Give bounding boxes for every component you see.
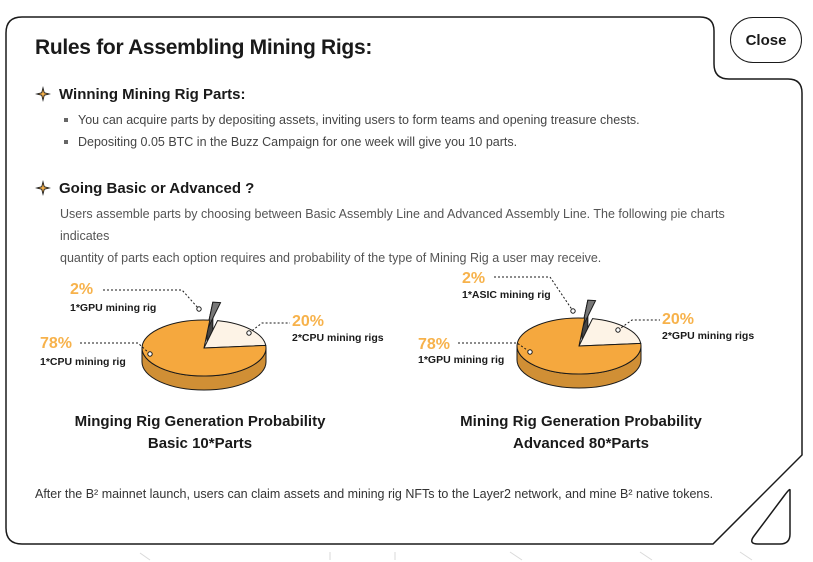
pie-advanced-pct-light: 20% bbox=[662, 311, 695, 328]
bottom-decoration-lines bbox=[139, 551, 753, 561]
pie-chart-advanced bbox=[516, 299, 642, 389]
pie-advanced-pct-small: 2% bbox=[462, 270, 486, 287]
pie-slice-2 bbox=[581, 299, 597, 329]
sparkle-icon bbox=[35, 86, 51, 102]
section-title-basic-advanced: Going Basic or Advanced ? bbox=[59, 180, 255, 197]
pie-advanced-pct-main: 78% bbox=[418, 336, 451, 353]
pie-basic-caption: Minging Rig Generation Probability Basic… bbox=[50, 411, 350, 455]
footer-note: After the B² mainnet launch, users can c… bbox=[35, 487, 714, 501]
caption-line: Mining Rig Generation Probability bbox=[460, 413, 702, 430]
pie-basic-pct-main: 78% bbox=[40, 335, 73, 352]
pie-basic-pct-small: 2% bbox=[70, 281, 94, 298]
section-description: Users assemble parts by choosing between… bbox=[60, 203, 775, 269]
parts-bullet-list: You can acquire parts by depositing asse… bbox=[64, 109, 640, 153]
description-line: quantity of parts each option requires a… bbox=[60, 251, 602, 265]
close-button[interactable]: Close bbox=[730, 17, 802, 63]
section-title-parts: Winning Mining Rig Parts: bbox=[59, 86, 246, 103]
sparkle-icon bbox=[35, 180, 51, 196]
pie-advanced-label-main: 1*GPU mining rig bbox=[418, 354, 505, 366]
description-line: Users assemble parts by choosing between… bbox=[60, 207, 725, 243]
pie-chart-basic bbox=[141, 301, 267, 391]
caption-line: Advanced 80*Parts bbox=[513, 435, 649, 452]
caption-line: Basic 10*Parts bbox=[147, 435, 253, 452]
pie-advanced-label-small: 1*ASIC mining rig bbox=[462, 289, 551, 301]
pie-slice-0 bbox=[516, 317, 642, 375]
pie-advanced-caption: Mining Rig Generation Probability Advanc… bbox=[431, 411, 731, 455]
pie-basic-pct-light: 20% bbox=[292, 313, 325, 330]
list-item: You can acquire parts by depositing asse… bbox=[64, 109, 640, 131]
list-item: Depositing 0.05 BTC in the Buzz Campaign… bbox=[64, 131, 640, 153]
caption-line: Minging Rig Generation Probability bbox=[74, 413, 326, 430]
pie-slice-0 bbox=[141, 319, 267, 377]
modal-title: Rules for Assembling Mining Rigs: bbox=[35, 36, 373, 59]
pie-slice-2 bbox=[206, 301, 222, 331]
modal-border bbox=[5, 16, 803, 545]
pie-basic-label-light: 2*CPU mining rigs bbox=[292, 332, 384, 344]
pie-advanced-label-light: 2*GPU mining rigs bbox=[662, 330, 755, 342]
pie-basic-label-main: 1*CPU mining rig bbox=[40, 356, 126, 368]
pie-basic-label-small: 1*GPU mining rig bbox=[70, 302, 157, 314]
corner-decoration bbox=[751, 488, 791, 545]
